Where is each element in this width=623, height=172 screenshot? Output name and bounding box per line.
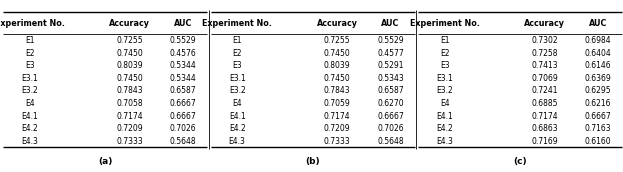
Text: 0.7058: 0.7058 [117, 99, 143, 108]
Text: 0.6667: 0.6667 [169, 111, 196, 121]
Text: Experiment No.: Experiment No. [410, 19, 480, 28]
Text: 0.4577: 0.4577 [377, 49, 404, 58]
Text: 0.6667: 0.6667 [377, 111, 404, 121]
Text: 0.6863: 0.6863 [531, 124, 558, 133]
Text: E4.3: E4.3 [21, 137, 38, 146]
Text: E3.2: E3.2 [229, 86, 245, 95]
Text: 0.6160: 0.6160 [584, 137, 611, 146]
Text: 0.6667: 0.6667 [584, 111, 611, 121]
Text: E3: E3 [25, 61, 34, 70]
Text: 0.7169: 0.7169 [531, 137, 558, 146]
Text: 0.6216: 0.6216 [584, 99, 611, 108]
Text: 0.8039: 0.8039 [324, 61, 351, 70]
Text: Accuracy: Accuracy [524, 19, 565, 28]
Text: E4: E4 [232, 99, 242, 108]
Text: 0.5529: 0.5529 [377, 36, 404, 45]
Text: E4.1: E4.1 [436, 111, 453, 121]
Text: E3.2: E3.2 [21, 86, 38, 95]
Text: E4: E4 [25, 99, 34, 108]
Text: AUC: AUC [589, 19, 607, 28]
Text: AUC: AUC [174, 19, 192, 28]
Text: (b): (b) [305, 157, 320, 166]
Text: 0.6667: 0.6667 [169, 99, 196, 108]
Text: E2: E2 [25, 49, 34, 58]
Text: 0.6369: 0.6369 [584, 74, 611, 83]
Text: 0.7258: 0.7258 [531, 49, 558, 58]
Text: 0.7333: 0.7333 [117, 137, 143, 146]
Text: 0.5648: 0.5648 [169, 137, 196, 146]
Text: E1: E1 [25, 36, 34, 45]
Text: 0.7255: 0.7255 [324, 36, 351, 45]
Text: 0.6885: 0.6885 [531, 99, 558, 108]
Text: 0.6587: 0.6587 [169, 86, 196, 95]
Text: E4.1: E4.1 [229, 111, 245, 121]
Text: E3: E3 [232, 61, 242, 70]
Text: Experiment No.: Experiment No. [202, 19, 272, 28]
Text: 0.6270: 0.6270 [377, 99, 404, 108]
Text: 0.8039: 0.8039 [117, 61, 143, 70]
Text: 0.7450: 0.7450 [324, 74, 351, 83]
Text: 0.7333: 0.7333 [324, 137, 351, 146]
Text: 0.7059: 0.7059 [324, 99, 351, 108]
Text: E2: E2 [440, 49, 449, 58]
Text: 0.7450: 0.7450 [117, 49, 143, 58]
Text: 0.7026: 0.7026 [377, 124, 404, 133]
Text: 0.7450: 0.7450 [324, 49, 351, 58]
Text: Accuracy: Accuracy [109, 19, 150, 28]
Text: 0.5343: 0.5343 [377, 74, 404, 83]
Text: 0.5344: 0.5344 [169, 74, 196, 83]
Text: 0.7413: 0.7413 [531, 61, 558, 70]
Text: E1: E1 [232, 36, 242, 45]
Text: 0.5648: 0.5648 [377, 137, 404, 146]
Text: E4.2: E4.2 [436, 124, 453, 133]
Text: E3.1: E3.1 [21, 74, 38, 83]
Text: E2: E2 [232, 49, 242, 58]
Text: E3: E3 [440, 61, 449, 70]
Text: 0.7209: 0.7209 [324, 124, 351, 133]
Text: 0.6404: 0.6404 [584, 49, 611, 58]
Text: (c): (c) [513, 157, 527, 166]
Text: E4.3: E4.3 [436, 137, 453, 146]
Text: 0.6984: 0.6984 [584, 36, 611, 45]
Text: AUC: AUC [381, 19, 399, 28]
Text: E4.2: E4.2 [21, 124, 38, 133]
Text: 0.7255: 0.7255 [117, 36, 143, 45]
Text: Experiment No.: Experiment No. [0, 19, 65, 28]
Text: (a): (a) [98, 157, 113, 166]
Text: 0.7241: 0.7241 [531, 86, 558, 95]
Text: E4.3: E4.3 [229, 137, 245, 146]
Text: E4: E4 [440, 99, 449, 108]
Text: 0.7843: 0.7843 [117, 86, 143, 95]
Text: 0.6295: 0.6295 [584, 86, 611, 95]
Text: 0.5291: 0.5291 [377, 61, 404, 70]
Text: E3.2: E3.2 [436, 86, 453, 95]
Text: 0.7174: 0.7174 [324, 111, 351, 121]
Text: 0.7302: 0.7302 [531, 36, 558, 45]
Text: 0.7069: 0.7069 [531, 74, 558, 83]
Text: 0.4576: 0.4576 [169, 49, 196, 58]
Text: 0.7174: 0.7174 [531, 111, 558, 121]
Text: E4.1: E4.1 [21, 111, 38, 121]
Text: 0.5529: 0.5529 [169, 36, 196, 45]
Text: 0.7450: 0.7450 [117, 74, 143, 83]
Text: 0.6587: 0.6587 [377, 86, 404, 95]
Text: 0.7174: 0.7174 [117, 111, 143, 121]
Text: 0.6146: 0.6146 [584, 61, 611, 70]
Text: Accuracy: Accuracy [316, 19, 358, 28]
Text: 0.7163: 0.7163 [584, 124, 611, 133]
Text: E4.2: E4.2 [229, 124, 245, 133]
Text: 0.7209: 0.7209 [117, 124, 143, 133]
Text: E3.1: E3.1 [229, 74, 245, 83]
Text: 0.5344: 0.5344 [169, 61, 196, 70]
Text: 0.7026: 0.7026 [169, 124, 196, 133]
Text: E1: E1 [440, 36, 449, 45]
Text: 0.7843: 0.7843 [324, 86, 351, 95]
Text: E3.1: E3.1 [436, 74, 453, 83]
